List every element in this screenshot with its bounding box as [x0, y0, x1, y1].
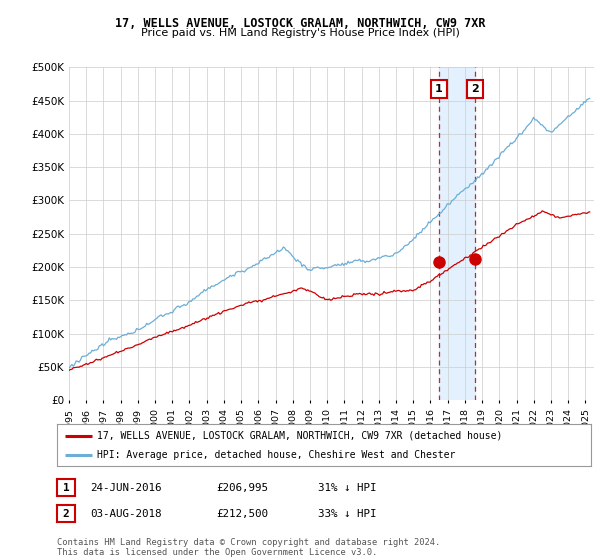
Text: £206,995: £206,995: [216, 483, 268, 493]
Text: 2: 2: [62, 508, 70, 519]
Text: 2: 2: [471, 84, 479, 94]
Text: 24-JUN-2016: 24-JUN-2016: [90, 483, 161, 493]
Text: Contains HM Land Registry data © Crown copyright and database right 2024.
This d: Contains HM Land Registry data © Crown c…: [57, 538, 440, 557]
Text: 1: 1: [435, 84, 443, 94]
Text: Price paid vs. HM Land Registry's House Price Index (HPI): Price paid vs. HM Land Registry's House …: [140, 28, 460, 38]
Text: 03-AUG-2018: 03-AUG-2018: [90, 509, 161, 519]
Text: 17, WELLS AVENUE, LOSTOCK GRALAM, NORTHWICH, CW9 7XR: 17, WELLS AVENUE, LOSTOCK GRALAM, NORTHW…: [115, 17, 485, 30]
Bar: [439, 67, 475, 400]
Text: HPI: Average price, detached house, Cheshire West and Chester: HPI: Average price, detached house, Ches…: [97, 450, 455, 460]
Text: 31% ↓ HPI: 31% ↓ HPI: [318, 483, 377, 493]
Text: £212,500: £212,500: [216, 509, 268, 519]
Text: 1: 1: [62, 483, 70, 493]
Text: 17, WELLS AVENUE, LOSTOCK GRALAM, NORTHWICH, CW9 7XR (detached house): 17, WELLS AVENUE, LOSTOCK GRALAM, NORTHW…: [97, 431, 502, 441]
Text: 33% ↓ HPI: 33% ↓ HPI: [318, 509, 377, 519]
